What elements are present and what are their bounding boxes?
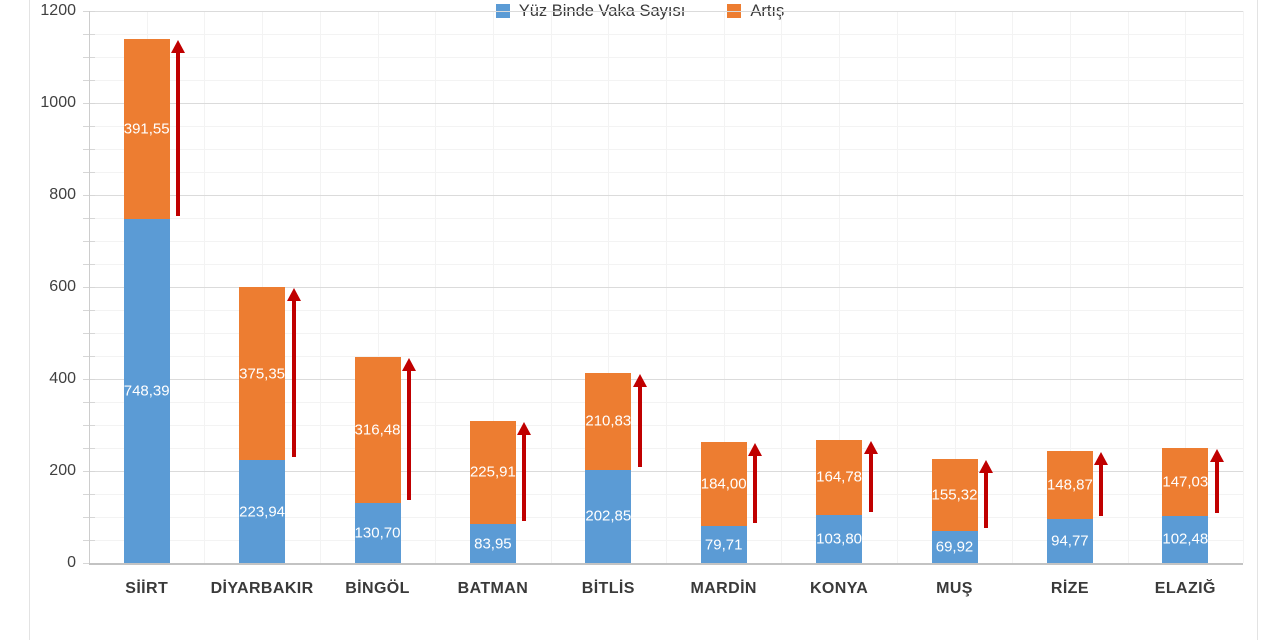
bar-segment-cases — [700, 526, 747, 563]
bar-label-cases: 223,94 — [239, 503, 286, 520]
y-axis-tick-label: 1200 — [40, 2, 76, 19]
bar-segment-increase — [1046, 450, 1093, 520]
bar-label-increase: 316,48 — [354, 421, 401, 439]
gridline-major-h — [89, 471, 1243, 472]
bar-label-increase: 225,91 — [469, 463, 516, 481]
x-axis-category-label: RİZE — [1050, 580, 1089, 597]
bar-label-cases: 79,71 — [704, 536, 743, 554]
bar-segment-increase — [585, 372, 632, 470]
chart-border-left — [29, 0, 30, 640]
x-axis-category-label: MUŞ — [936, 580, 973, 597]
x-axis-category-label: KONYA — [809, 580, 869, 597]
gridline-major-h — [89, 287, 1243, 288]
bar-segment-cases — [816, 515, 863, 563]
bar-segment-increase — [239, 287, 286, 460]
bar-segment-cases — [931, 530, 978, 563]
bar-segment-increase — [816, 439, 863, 516]
bar-segment-increase — [354, 357, 401, 503]
bar-segment-increase — [700, 441, 747, 527]
increase-arrow-shaft — [176, 51, 181, 216]
y-axis-tick-label: 800 — [49, 186, 76, 203]
increase-arrow-icon — [748, 442, 763, 456]
bar-label-increase: 147,03 — [1162, 473, 1209, 491]
x-axis-category-label: DİYARBAKIR — [210, 580, 314, 597]
bar-label-cases: 94,77 — [1051, 532, 1089, 550]
increase-arrow-shaft — [637, 385, 642, 467]
increase-arrow-shaft — [868, 452, 873, 513]
bar-label-increase: 148,87 — [1046, 476, 1093, 494]
increase-arrow-icon — [979, 460, 993, 474]
chart-border-right — [1257, 0, 1258, 640]
increase-arrow-shaft — [984, 472, 988, 528]
bar-label-cases: 130,70 — [354, 524, 401, 542]
bar-segment-cases — [469, 524, 516, 563]
increase-arrow-shaft — [407, 370, 411, 500]
bar-segment-increase — [469, 420, 516, 525]
bar-label-increase: 210,83 — [585, 412, 632, 430]
x-axis-category-label: BİNGÖL — [345, 580, 410, 597]
gridline-v — [1243, 11, 1244, 563]
gridline-major-h — [89, 379, 1243, 380]
increase-arrow-icon — [1209, 449, 1224, 463]
bar-segment-increase — [123, 38, 170, 219]
x-axis-category-label: MARDİN — [690, 580, 757, 597]
bar-segment-increase — [931, 459, 978, 531]
increase-arrow-icon — [863, 440, 878, 454]
increase-arrow-shaft — [291, 300, 296, 457]
y-axis-line — [89, 11, 90, 563]
increase-arrow-shaft — [522, 433, 527, 522]
bar-segment-cases — [123, 218, 170, 563]
bar-label-increase: 155,32 — [931, 486, 978, 504]
bar-label-increase: 391,55 — [123, 120, 170, 138]
x-axis-category-label: BİTLİS — [581, 580, 635, 597]
y-axis-tick-label: 400 — [49, 370, 76, 387]
bar-segment-cases — [1046, 519, 1093, 563]
increase-arrow-shaft — [1099, 463, 1104, 517]
bar-segment-cases — [239, 460, 286, 563]
y-axis-tick-label: 200 — [49, 462, 76, 479]
bar-segment-cases — [1162, 515, 1209, 563]
bar-label-cases: 748,39 — [123, 382, 170, 400]
increase-arrow-icon — [286, 288, 301, 302]
bar-segment-cases — [354, 502, 401, 563]
bar-label-cases: 103,80 — [816, 530, 863, 548]
bar-segment-cases — [585, 469, 632, 563]
increase-arrow-icon — [1094, 451, 1109, 465]
bar-label-cases: 69,92 — [935, 538, 974, 556]
x-axis-line — [89, 563, 1243, 565]
bar-segment-increase — [1162, 448, 1209, 516]
gridline-major-h — [89, 103, 1243, 104]
increase-arrow-icon — [632, 373, 647, 387]
x-axis-category-label: SİİRT — [125, 580, 169, 597]
bar-label-cases: 83,95 — [474, 535, 512, 553]
bar-label-increase: 164,78 — [816, 468, 863, 486]
increase-arrow-icon — [402, 358, 416, 372]
bar-label-increase: 375,35 — [239, 365, 286, 383]
gridline-major-h — [89, 195, 1243, 196]
y-axis-tick-label: 0 — [67, 554, 76, 571]
y-axis-tick-label: 600 — [49, 278, 76, 295]
gridline-major-h — [89, 11, 1243, 12]
y-axis-tick-label: 1000 — [40, 94, 76, 111]
bar-label-cases: 202,85 — [585, 507, 632, 525]
x-axis-category-label: BATMAN — [457, 580, 529, 597]
increase-arrow-shaft — [753, 454, 758, 524]
bar-label-cases: 102,48 — [1162, 530, 1209, 548]
increase-arrow-shaft — [1214, 461, 1219, 513]
increase-arrow-icon — [517, 421, 532, 435]
bar-label-increase: 184,00 — [700, 475, 747, 493]
increase-arrow-icon — [171, 39, 186, 53]
x-axis-category-label: ELAZIĞ — [1154, 580, 1216, 597]
